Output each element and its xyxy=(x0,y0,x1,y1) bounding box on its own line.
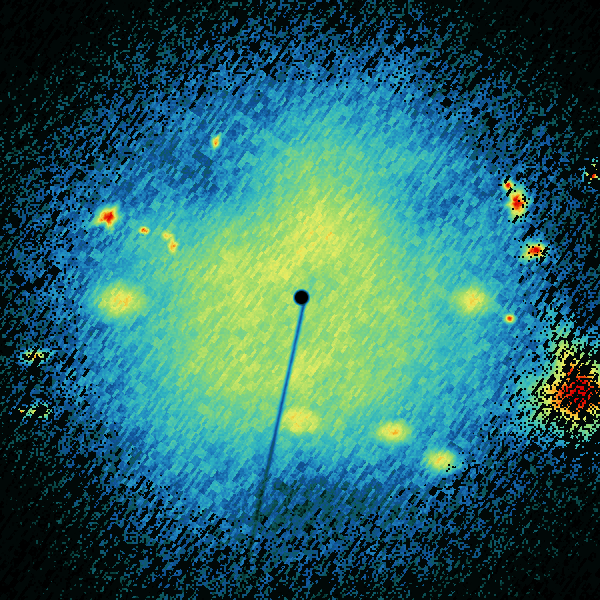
image-viewport xyxy=(0,0,600,600)
false-color-image-canvas xyxy=(0,0,600,600)
